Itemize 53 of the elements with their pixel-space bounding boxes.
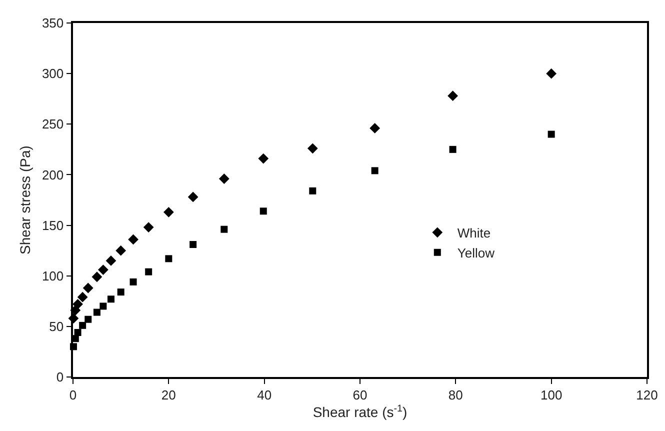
point bbox=[309, 187, 316, 194]
legend-label: White bbox=[457, 226, 491, 240]
point bbox=[107, 296, 114, 303]
point bbox=[93, 308, 100, 316]
y-tick-label: 100 bbox=[42, 268, 64, 284]
point bbox=[106, 255, 116, 266]
point bbox=[79, 322, 86, 329]
y-tick-label: 250 bbox=[42, 116, 64, 132]
point bbox=[98, 264, 108, 275]
x-tick-label: 100 bbox=[540, 387, 562, 402]
point bbox=[100, 302, 107, 310]
point bbox=[448, 90, 458, 102]
x-tick-label: 40 bbox=[257, 387, 272, 402]
point bbox=[548, 130, 555, 138]
point bbox=[260, 208, 267, 215]
point bbox=[116, 245, 126, 256]
point bbox=[165, 255, 172, 262]
point bbox=[190, 241, 197, 248]
point bbox=[371, 167, 378, 174]
point bbox=[546, 68, 557, 79]
point bbox=[163, 206, 174, 218]
legend-label: Yellow bbox=[457, 245, 496, 260]
point bbox=[82, 282, 94, 294]
x-tick-label: 20 bbox=[161, 387, 176, 402]
point bbox=[370, 122, 380, 134]
y-tick-label: 300 bbox=[42, 66, 64, 82]
point bbox=[307, 143, 318, 154]
x-tick-label: 0 bbox=[69, 387, 77, 402]
point bbox=[128, 234, 138, 245]
point bbox=[72, 298, 83, 310]
y-tick-label: 150 bbox=[42, 218, 64, 233]
point bbox=[74, 329, 82, 336]
point bbox=[258, 153, 269, 164]
y-tick-label: 350 bbox=[42, 16, 64, 31]
point bbox=[449, 146, 456, 153]
x-tick-label: 60 bbox=[352, 387, 368, 402]
point bbox=[117, 288, 124, 296]
point bbox=[130, 278, 137, 286]
point bbox=[145, 268, 152, 276]
y-tick-label: 0 bbox=[56, 370, 64, 385]
x-tick-label: 80 bbox=[448, 387, 463, 402]
point bbox=[92, 272, 102, 282]
point bbox=[84, 316, 92, 323]
point bbox=[143, 222, 154, 233]
x-axis-title: Shear rate (s$^{-1}$) bbox=[312, 403, 408, 420]
point bbox=[77, 292, 88, 302]
point bbox=[218, 174, 230, 184]
x-tick-label: 120 bbox=[636, 387, 658, 402]
y-tick-label: 50 bbox=[49, 318, 64, 334]
point bbox=[188, 192, 198, 202]
y-tick-label: 200 bbox=[42, 167, 64, 182]
point bbox=[220, 226, 228, 233]
y-axis-title: Shear stress (Pa) bbox=[17, 146, 34, 254]
